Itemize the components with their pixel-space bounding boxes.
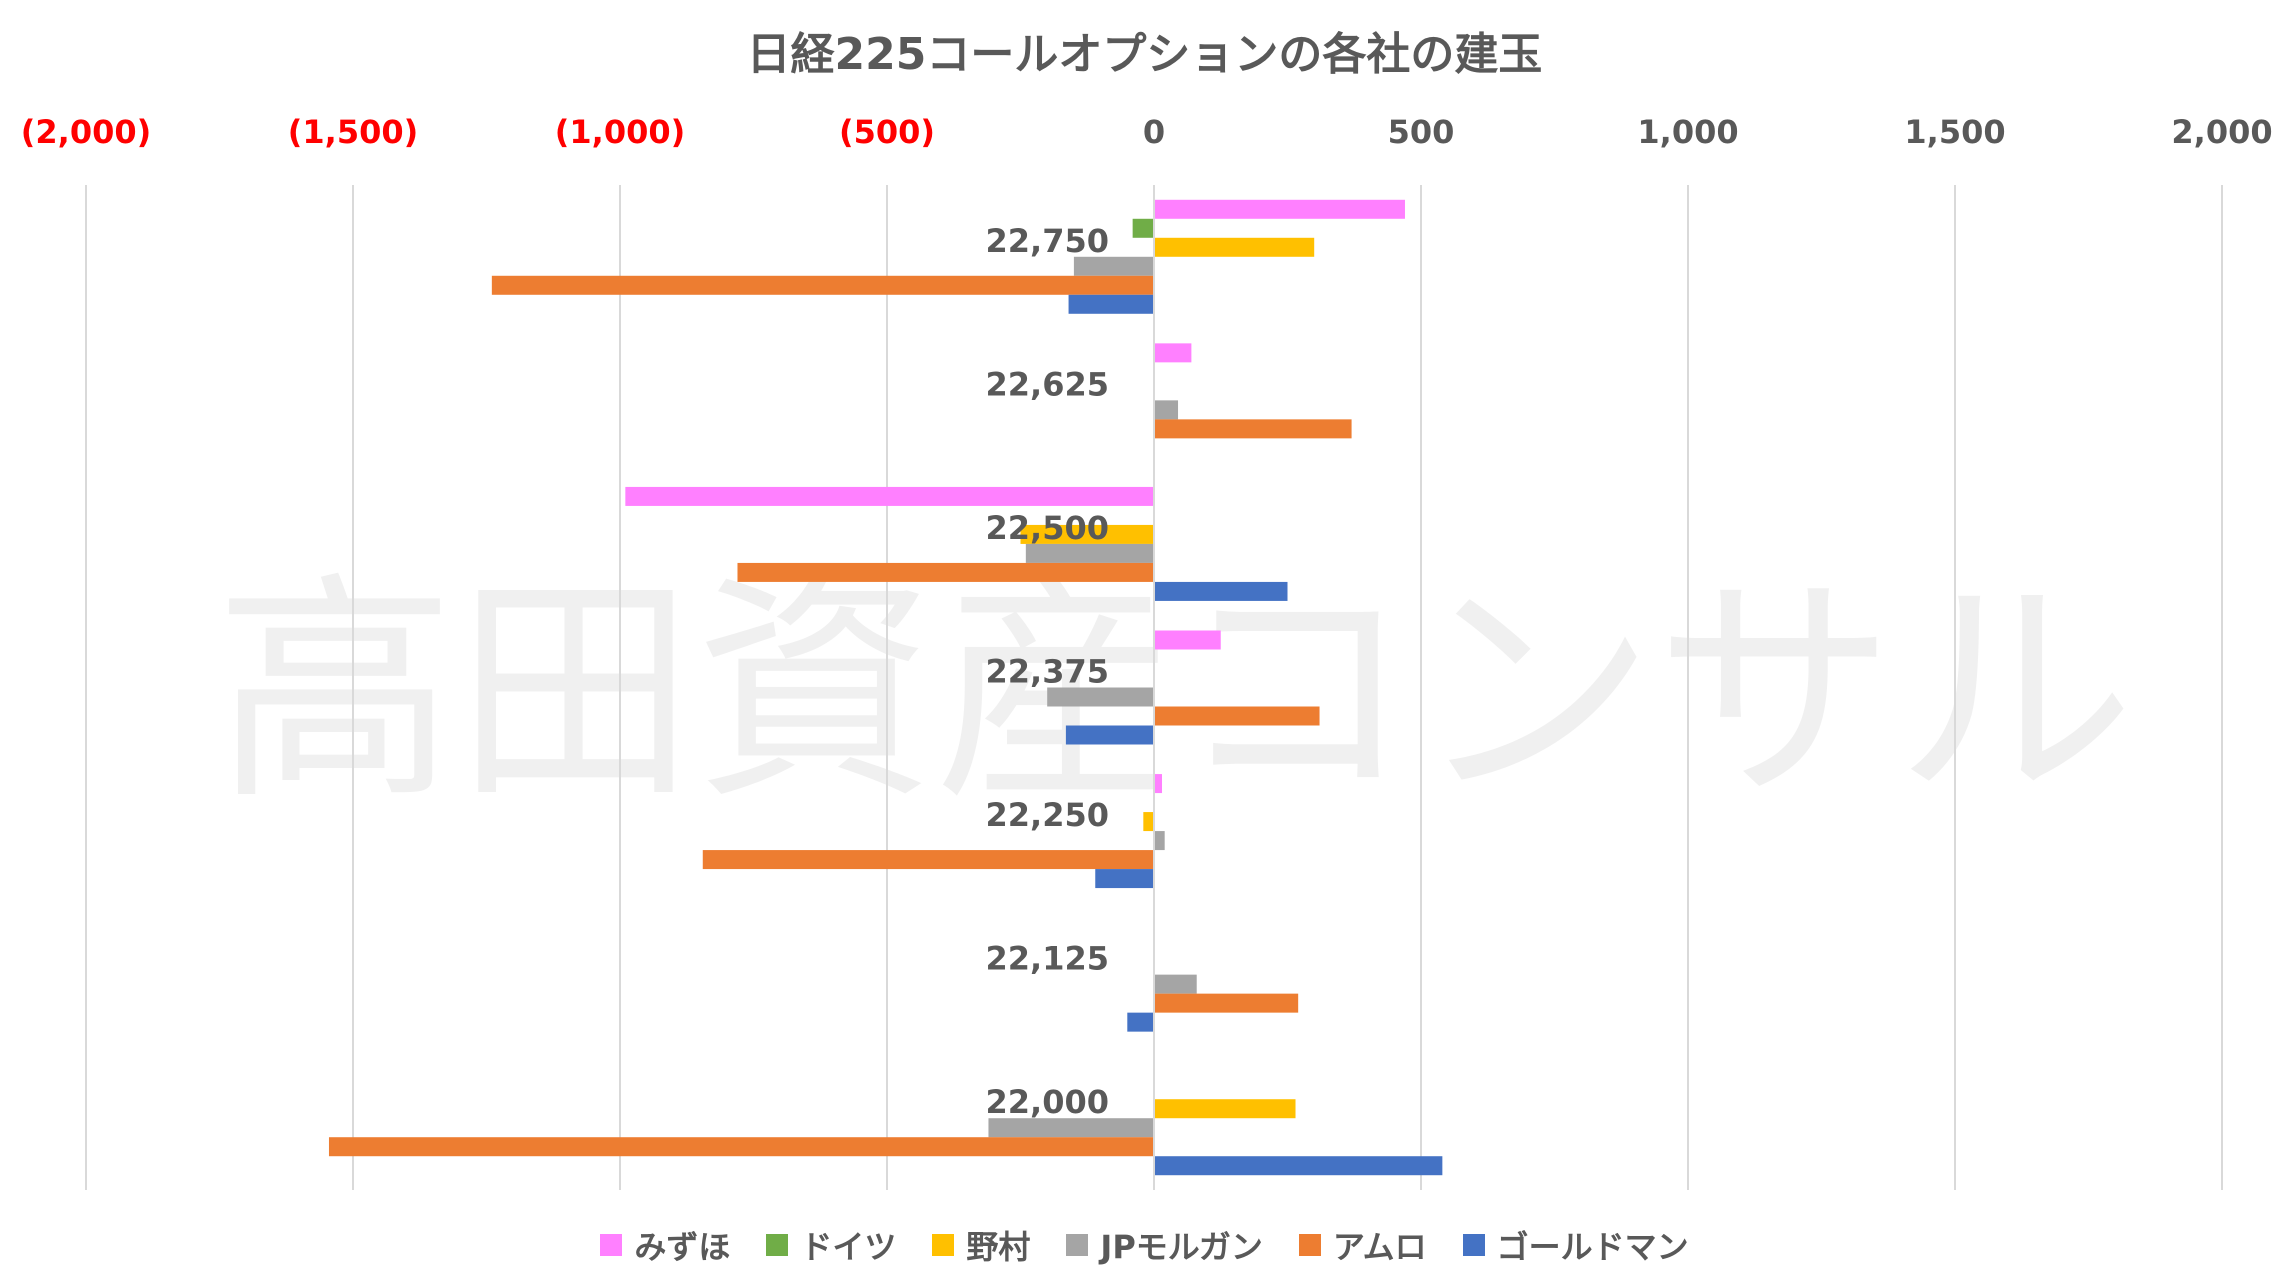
category-label: 22,250	[986, 796, 1109, 834]
x-tick-label: (1,500)	[288, 113, 418, 151]
category-label: 22,375	[986, 653, 1109, 691]
category-label: 22,125	[986, 940, 1109, 978]
chart-legend: みずほ ドイツ 野村 JPモルガン アムロ ゴールドマン	[0, 1222, 2289, 1268]
bar	[737, 562, 1154, 582]
bar	[1154, 831, 1165, 851]
bar	[1143, 812, 1154, 832]
bar	[1073, 256, 1154, 276]
legend-swatch	[1462, 1234, 1485, 1256]
bar	[491, 275, 1155, 295]
bar	[1095, 869, 1154, 889]
bar	[1127, 1012, 1154, 1032]
x-tick-label: (500)	[839, 113, 935, 151]
bar	[1154, 706, 1320, 726]
bar	[988, 1118, 1154, 1138]
legend-item: みずほ	[600, 1222, 730, 1268]
legend-label: ゴールドマン	[1496, 1228, 1689, 1266]
legend-swatch	[766, 1234, 789, 1256]
x-tick-label: 0	[1143, 113, 1165, 151]
category-label: 22,625	[986, 365, 1109, 403]
bar	[1020, 524, 1154, 544]
legend-swatch	[600, 1234, 623, 1256]
chart-title: 日経225コールオプションの各社の建玉	[746, 29, 1543, 80]
bar	[1025, 543, 1154, 563]
bar	[1154, 630, 1221, 650]
bar	[1154, 237, 1315, 257]
bar	[328, 1137, 1155, 1157]
bar	[702, 850, 1154, 870]
legend-item: 野村	[932, 1222, 1030, 1268]
x-tick-label: 1,500	[1904, 113, 2005, 151]
bar	[1154, 199, 1405, 219]
x-tick-label: 1,000	[1637, 113, 1738, 151]
x-tick-label: (1,000)	[555, 113, 685, 151]
bar	[1065, 725, 1154, 745]
bar	[1154, 419, 1352, 439]
bar	[1047, 687, 1154, 707]
legend-item: JPモルガン	[1066, 1222, 1263, 1268]
bar	[1154, 400, 1179, 420]
category-label: 22,500	[986, 509, 1109, 547]
legend-item: アムロ	[1298, 1222, 1427, 1268]
bar	[1068, 294, 1154, 314]
x-tick-label: 500	[1388, 113, 1455, 151]
legend-label: アムロ	[1332, 1228, 1427, 1266]
bar	[1154, 343, 1192, 363]
bar	[1154, 1156, 1443, 1176]
legend-label: 野村	[966, 1228, 1031, 1266]
legend-swatch	[1066, 1234, 1089, 1256]
legend-swatch	[1298, 1234, 1321, 1256]
bar	[1154, 993, 1299, 1013]
legend-label: ドイツ	[800, 1228, 897, 1266]
legend-label: JPモルガン	[1100, 1228, 1263, 1266]
x-tick-label: 2,000	[2171, 113, 2272, 151]
x-tick-label: (2,000)	[21, 113, 151, 151]
legend-item: ゴールドマン	[1462, 1222, 1689, 1268]
bar	[1154, 581, 1288, 601]
bar	[1154, 1099, 1296, 1119]
legend-swatch	[932, 1234, 955, 1256]
bar	[1154, 974, 1197, 994]
legend-label: みずほ	[634, 1228, 731, 1266]
legend-item: ドイツ	[766, 1222, 896, 1268]
bar	[625, 486, 1154, 506]
category-label: 22,750	[986, 222, 1109, 260]
bar	[1132, 218, 1154, 238]
bar	[1154, 774, 1163, 794]
category-label: 22,000	[986, 1083, 1109, 1121]
